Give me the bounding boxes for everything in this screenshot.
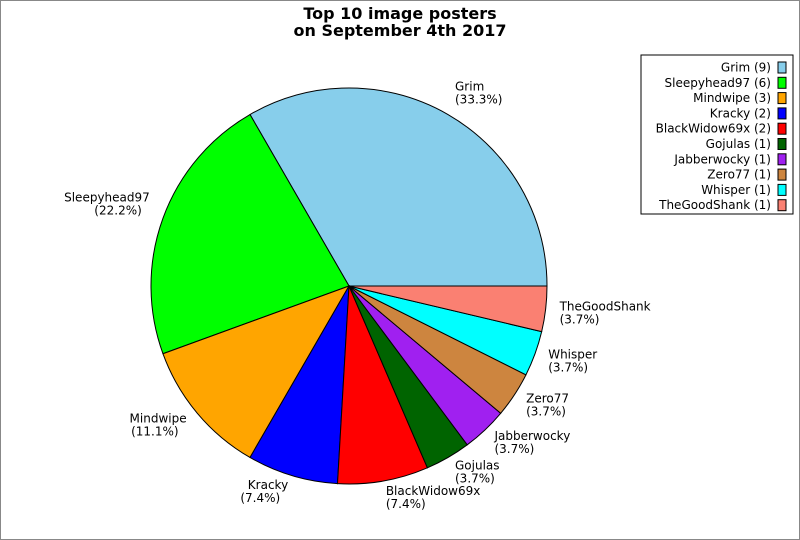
slice-label-percent: (7.4%) [386, 497, 426, 511]
legend-entry: Jabberwocky (1) [673, 152, 771, 166]
legend: Grim (9)Sleepyhead97 (6)Mindwipe (3)Krac… [640, 54, 794, 215]
pie-slice-grim [249, 87, 548, 287]
slice-label-percent: (3.7%) [526, 404, 566, 418]
slice-label-name: Whisper [548, 348, 597, 362]
slice-label-name: Mindwipe [130, 411, 187, 425]
legend-entry: Kracky (2) [710, 106, 771, 120]
legend-entry: Grim (9) [721, 61, 771, 75]
slice-label-name: Grim [455, 79, 484, 93]
legend-entry: TheGoodShank (1) [658, 198, 771, 212]
chart-title-line-1: Top 10 image posters [303, 4, 496, 23]
legend-swatch [777, 122, 787, 135]
legend-box [640, 54, 794, 215]
legend-swatch [777, 199, 787, 212]
legend-entry: Whisper (1) [701, 183, 771, 197]
pie-slice-sleepyhead97 [150, 113, 350, 355]
legend-swatch [777, 92, 787, 105]
legend-swatch [777, 153, 787, 166]
slice-label-name: TheGoodShank [559, 300, 651, 314]
slice-label-percent: (3.7%) [548, 361, 588, 375]
slice-label-percent: (22.2%) [94, 203, 141, 217]
slice-label-percent: (3.7%) [560, 313, 600, 327]
slice-label-percent: (33.3%) [455, 92, 502, 106]
slice-label-percent: (3.7%) [494, 442, 534, 456]
slice-label-name: BlackWidow69x [386, 484, 481, 498]
legend-entry: Zero77 (1) [707, 168, 771, 182]
legend-entry: Mindwipe (3) [693, 91, 771, 105]
pie-slice-mindwipe [162, 285, 351, 459]
slice-label-percent: (3.7%) [455, 472, 495, 486]
legend-swatch [777, 107, 787, 120]
legend-entry: BlackWidow69x (2) [656, 122, 771, 136]
pie-slice-thegoodshank [348, 285, 548, 333]
legend-entry: Sleepyhead97 (6) [665, 76, 771, 90]
legend-swatch [777, 61, 787, 74]
legend-swatch [777, 183, 787, 196]
legend-entry: Gojulas (1) [706, 137, 771, 151]
chart-title-line-2: on September 4th 2017 [294, 21, 507, 40]
slice-label-name: Zero77 [526, 391, 569, 405]
slice-label-percent: (11.1%) [131, 424, 178, 438]
slice-label-name: Kracky [248, 478, 288, 492]
legend-swatch [777, 138, 787, 150]
slice-label-name: Sleepyhead97 [64, 190, 150, 204]
legend-swatch [777, 76, 787, 89]
slice-label-percent: (7.4%) [240, 491, 280, 505]
legend-swatch [777, 168, 787, 181]
slice-label-name: Jabberwocky [493, 429, 570, 443]
slice-label-name: Gojulas [455, 459, 500, 473]
